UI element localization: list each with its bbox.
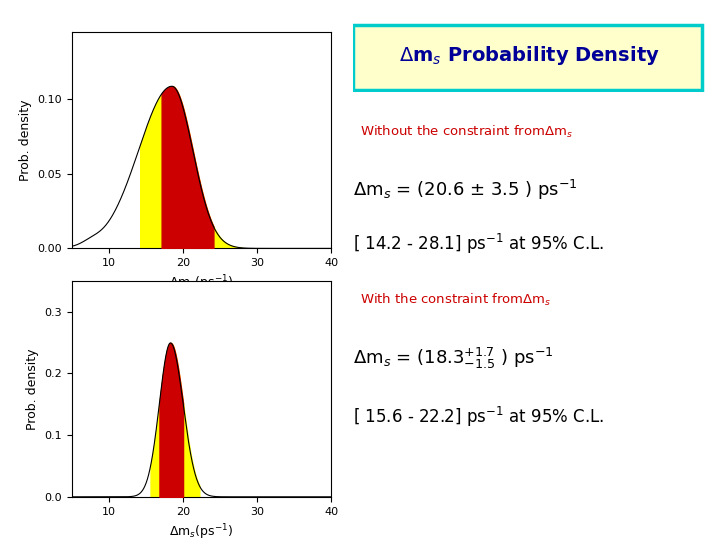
- Text: With the constraint from$\Delta$m$_s$: With the constraint from$\Delta$m$_s$: [360, 292, 552, 308]
- Text: [ 14.2 - 28.1] ps$^{-1}$ at 95% C.L.: [ 14.2 - 28.1] ps$^{-1}$ at 95% C.L.: [353, 232, 604, 256]
- FancyBboxPatch shape: [353, 25, 702, 90]
- Y-axis label: Prob. density: Prob. density: [19, 100, 32, 181]
- Text: [ 15.6 - 22.2] ps$^{-1}$ at 95% C.L.: [ 15.6 - 22.2] ps$^{-1}$ at 95% C.L.: [353, 405, 604, 429]
- Text: $\Delta$m$_s$ = (18.3$^{+1.7}_{-1.5}$ ) ps$^{-1}$: $\Delta$m$_s$ = (18.3$^{+1.7}_{-1.5}$ ) …: [353, 346, 554, 370]
- X-axis label: Δm$_s$(ps$^{-1}$): Δm$_s$(ps$^{-1}$): [169, 522, 234, 540]
- X-axis label: Δm$_s$(ps$^{-1}$): Δm$_s$(ps$^{-1}$): [169, 274, 234, 293]
- Text: $\Delta$m$_s$ = (20.6 $\pm$ 3.5 ) ps$^{-1}$: $\Delta$m$_s$ = (20.6 $\pm$ 3.5 ) ps$^{-…: [353, 178, 577, 202]
- Y-axis label: Prob. density: Prob. density: [26, 348, 39, 429]
- Text: $\Delta$m$_s$ Probability Density: $\Delta$m$_s$ Probability Density: [399, 44, 660, 67]
- Text: Without the constraint from$\Delta$m$_s$: Without the constraint from$\Delta$m$_s$: [360, 124, 573, 140]
